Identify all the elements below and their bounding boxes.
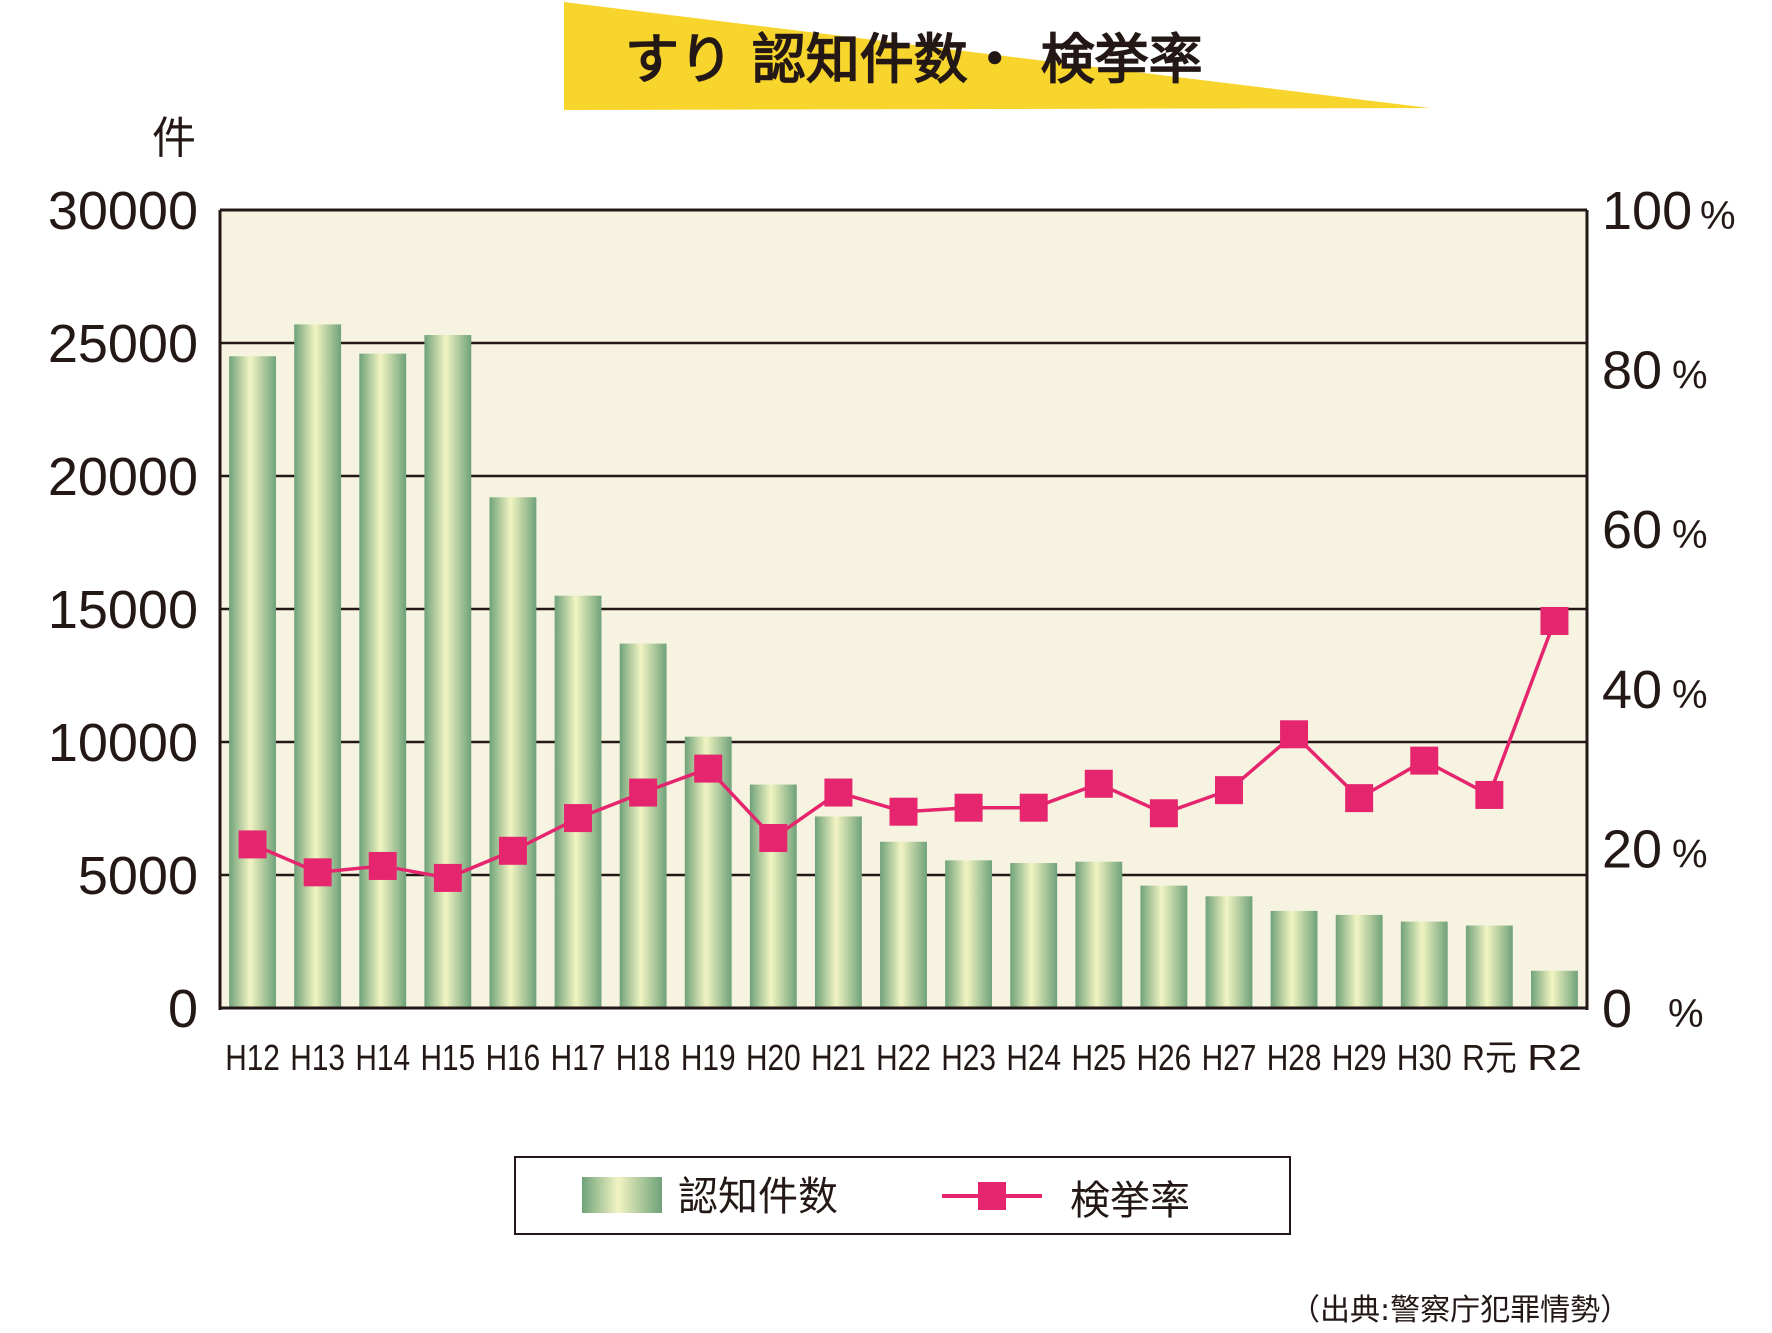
rate-point <box>759 824 788 853</box>
bar <box>424 335 472 1008</box>
rate-point <box>629 778 658 807</box>
category-label: H27 <box>1202 1037 1257 1078</box>
category-label: H22 <box>876 1037 931 1078</box>
right-tick-unit: % <box>1668 992 1704 1036</box>
bar <box>229 356 276 1008</box>
right-tick-labels: 0 %20 %40 %60 %80 %100% <box>1602 181 1736 1039</box>
rate-point <box>368 851 397 880</box>
bar <box>294 324 342 1008</box>
source-note: （出典:警察庁犯罪情勢） <box>1290 1293 1630 1328</box>
legend-label-count: 認知件数 <box>678 1174 838 1220</box>
right-tick-label: 100 <box>1602 181 1692 241</box>
right-tick-label: 40 <box>1602 660 1662 720</box>
right-tick-unit: % <box>1700 194 1736 238</box>
right-tick-unit: % <box>1672 832 1708 876</box>
category-label: H15 <box>420 1037 475 1078</box>
rate-point <box>1540 606 1569 635</box>
category-label: H16 <box>486 1037 541 1078</box>
bar <box>1140 885 1188 1008</box>
left-tick-label: 25000 <box>48 314 198 374</box>
rate-point <box>238 830 267 859</box>
category-label: H13 <box>290 1037 345 1078</box>
bar <box>554 595 602 1008</box>
category-label: H26 <box>1137 1037 1192 1078</box>
rate-point <box>889 797 918 826</box>
category-label: H17 <box>551 1037 606 1078</box>
bar <box>1531 970 1578 1008</box>
legend-bar-swatch <box>582 1177 662 1213</box>
legend-label-rate: 検挙率 <box>1070 1178 1190 1224</box>
bar <box>1335 914 1383 1008</box>
category-label: R元 <box>1462 1037 1517 1078</box>
bar <box>1010 863 1058 1008</box>
left-tick-label: 30000 <box>48 181 198 241</box>
right-tick-unit: % <box>1672 354 1708 398</box>
category-label: H25 <box>1071 1037 1126 1078</box>
left-tick-labels: 0 5000 10000 15000 20000 25000 30000 <box>48 181 198 1039</box>
y-axis-left-label: 件 <box>152 113 196 164</box>
left-tick-label: 20000 <box>48 447 198 507</box>
bar <box>359 353 407 1008</box>
legend-line-marker <box>978 1182 1006 1210</box>
rate-point <box>1214 776 1243 805</box>
bar <box>814 816 862 1008</box>
right-tick-label: 60 <box>1602 500 1662 560</box>
rate-line-layer <box>238 606 1569 892</box>
category-label: H30 <box>1397 1037 1452 1078</box>
rate-point <box>1280 720 1309 749</box>
right-tick-unit: % <box>1672 513 1708 557</box>
bar <box>1270 910 1318 1008</box>
rate-point <box>303 858 332 887</box>
right-tick-label: 20 <box>1602 819 1662 879</box>
rate-point <box>1019 793 1048 822</box>
rate-point <box>1475 780 1504 809</box>
legend: 認知件数 検挙率 <box>514 1156 1291 1235</box>
bar <box>489 497 537 1008</box>
category-labels: H12 H13 H14 H15 H16 H17 H18 H19 H20 H21 H22 H23 H24 H… <box>225 1037 1582 1078</box>
left-tick-label: 5000 <box>78 846 198 906</box>
category-label: H24 <box>1006 1037 1061 1078</box>
left-tick-label: 10000 <box>48 713 198 773</box>
category-label: H19 <box>681 1037 736 1078</box>
rate-point <box>1410 746 1439 775</box>
right-tick-unit: % <box>1672 673 1708 717</box>
bar <box>1400 921 1448 1008</box>
category-label: H18 <box>616 1037 671 1078</box>
category-label: H28 <box>1267 1037 1322 1078</box>
rate-point <box>824 778 853 807</box>
category-label: H23 <box>941 1037 996 1078</box>
category-label: H12 <box>225 1037 280 1078</box>
category-label: H29 <box>1332 1037 1387 1078</box>
left-tick-label: 15000 <box>48 580 198 640</box>
right-tick-label: 80 <box>1602 341 1662 401</box>
bar <box>1075 861 1123 1008</box>
rate-point <box>564 804 593 833</box>
rate-point <box>1149 799 1178 828</box>
rate-point <box>433 863 462 892</box>
category-label: H20 <box>746 1037 801 1078</box>
rate-point <box>498 836 527 865</box>
bar <box>1465 925 1513 1008</box>
rate-point <box>954 793 983 822</box>
left-tick-label: 0 <box>168 979 198 1039</box>
bar <box>880 841 927 1008</box>
chart-title: すり 認知件数・ 検挙率 <box>625 28 1203 91</box>
title-banner <box>564 2 1430 110</box>
bar <box>945 860 993 1008</box>
rate-point <box>1084 769 1113 798</box>
category-label: H21 <box>811 1037 866 1078</box>
bar <box>619 643 667 1008</box>
rate-point <box>694 754 723 783</box>
category-label: H14 <box>355 1037 410 1078</box>
bar <box>1205 896 1253 1008</box>
right-tick-label: 0 <box>1602 979 1632 1039</box>
category-label: R2 <box>1527 1037 1582 1078</box>
bars <box>229 324 1578 1008</box>
rate-point <box>1345 784 1374 813</box>
